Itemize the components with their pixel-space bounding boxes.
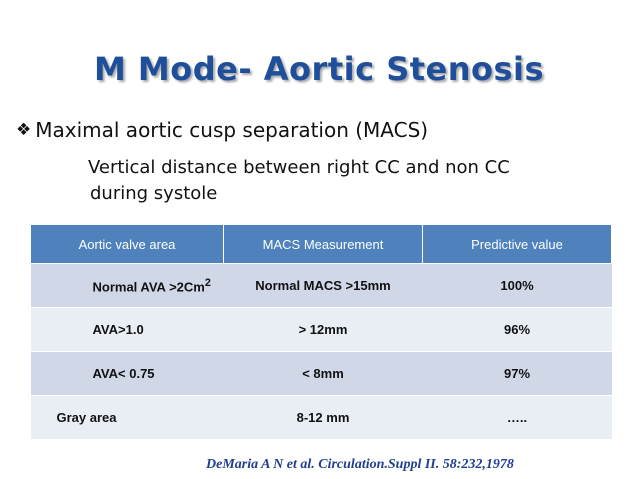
- table-row: Gray area 8-12 mm …..: [30, 395, 612, 440]
- sub-line-2: during systole: [90, 183, 218, 204]
- cell-predictive: 100%: [422, 263, 612, 308]
- cell-area: Normal AVA >2Cm2: [30, 263, 224, 308]
- cell-macs: < 8mm: [223, 351, 423, 396]
- cell-predictive: …..: [422, 395, 612, 440]
- header-macs-measurement: MACS Measurement: [223, 224, 423, 264]
- cell-area-superscript: 2: [204, 276, 211, 289]
- cell-area: AVA>1.0: [30, 307, 224, 352]
- bullet-text: Maximal aortic cusp separation (MACS): [35, 118, 429, 142]
- bullet-item: ❖ Maximal aortic cusp separation (MACS): [16, 118, 428, 142]
- header-aortic-valve-area: Aortic valve area: [30, 224, 224, 264]
- table-header-row: Aortic valve area MACS Measurement Predi…: [30, 224, 612, 264]
- sub-description: Vertical distance between right CC and n…: [88, 155, 608, 207]
- slide-title: M Mode- Aortic Stenosis: [93, 50, 545, 88]
- cell-area-text: Normal AVA >2Cm: [92, 279, 205, 295]
- cell-macs: Normal MACS >15mm: [223, 263, 423, 308]
- table-row: AVA>1.0 > 12mm 96%: [30, 307, 612, 352]
- table-row: Normal AVA >2Cm2 Normal MACS >15mm 100%: [30, 263, 612, 308]
- cell-macs: > 12mm: [223, 307, 423, 352]
- cell-area: AVA< 0.75: [30, 351, 224, 396]
- cell-area: Gray area: [30, 395, 224, 440]
- table-row: AVA< 0.75 < 8mm 97%: [30, 351, 612, 396]
- cell-predictive: 97%: [422, 351, 612, 396]
- sub-line-1: Vertical distance between right CC and n…: [88, 157, 510, 178]
- citation: DeMaria A N et al. Circulation.Suppl II.…: [206, 457, 514, 472]
- cell-macs: 8-12 mm: [223, 395, 423, 440]
- header-predictive-value: Predictive value: [422, 224, 612, 264]
- cell-predictive: 96%: [422, 307, 612, 352]
- diamond-bullet-icon: ❖: [16, 120, 32, 140]
- macs-table: Aortic valve area MACS Measurement Predi…: [30, 224, 612, 440]
